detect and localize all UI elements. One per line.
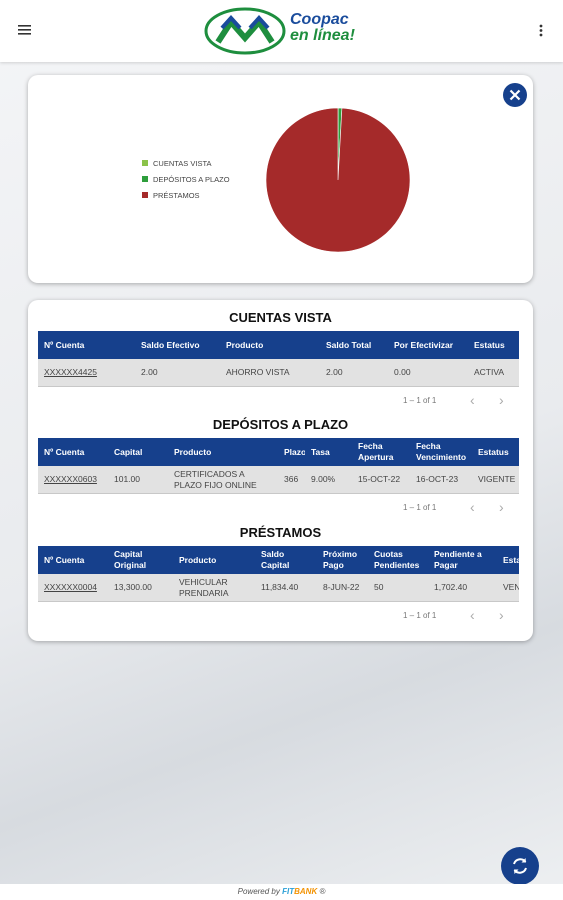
column-header: Cuotas Pendientes (374, 549, 420, 570)
logo-icon (204, 7, 286, 55)
table-header: Nº Cuenta Capital Producto Plazo Tasa Fecha A… (38, 438, 519, 466)
column-header: Saldo Capital (261, 549, 290, 570)
table-cell[interactable]: XXXXXX0004 (44, 582, 97, 592)
column-header: Por Efectivizar (394, 339, 454, 350)
table-cell[interactable]: XXXXXX0603 (44, 474, 97, 484)
more-button[interactable] (538, 24, 544, 38)
table-cell: 1,702.40 (434, 582, 468, 592)
table-cell: 366 (284, 474, 299, 484)
footer: Powered by FITBANK ® (0, 884, 563, 900)
column-header: Estatus (478, 446, 509, 457)
column-header: Estatus (503, 554, 519, 565)
column-header: Capital Original (114, 549, 147, 570)
table-cell: VENCIDO (503, 582, 519, 592)
column-header: Pendiente a Pagar (434, 549, 482, 570)
table-cell: ACTIVA (474, 367, 505, 377)
column-header: Tasa (311, 446, 330, 457)
next-page: › (499, 392, 504, 408)
next-page: › (499, 607, 504, 623)
table-cell: 16-OCT-23 (416, 474, 459, 484)
next-page: › (499, 499, 504, 515)
refresh-button[interactable] (500, 846, 540, 886)
table-cell: 9.00% (311, 474, 336, 484)
pie-chart: CUENTAS VISTA DEPÓSITOS A PLAZO PRÉSTAMOS (142, 107, 411, 253)
chart-card: CUENTAS VISTA DEPÓSITOS A PLAZO PRÉSTAMOS (28, 75, 533, 283)
menu-button[interactable] (18, 24, 32, 36)
column-header: Fecha Vencimiento (416, 441, 467, 462)
table-cell: 0.00 (394, 367, 411, 377)
table-cell: AHORRO VISTA (226, 367, 290, 377)
table-cell: 101.00 (114, 474, 140, 484)
column-header: Saldo Efectivo (141, 339, 200, 350)
legend-label: PRÉSTAMOS (153, 191, 200, 200)
table-cell: 2.00 (141, 367, 158, 377)
pagination-label: 1 – 1 of 1 (403, 503, 437, 512)
table-cell: 13,300.00 (114, 582, 152, 592)
pie-slice (265, 107, 411, 253)
table-cell: VEHICULAR PRENDARIA (179, 576, 229, 598)
column-header: Plazo (284, 446, 305, 457)
table-row: XXXXXX0603 101.00 CERTIFICADOS A PLAZO FIJ… (38, 466, 519, 494)
table-cell: 2.00 (326, 367, 343, 377)
column-header: Nº Cuenta (44, 339, 85, 350)
table: Nº Cuenta Capital Producto Plazo Tasa Fecha A… (38, 438, 519, 494)
column-header: Estatus (474, 339, 505, 350)
column-header: Fecha Apertura (358, 441, 394, 462)
column-header: Producto (226, 339, 264, 350)
table-cell: VIGENTE (478, 474, 516, 484)
footer-text: ® (319, 887, 326, 896)
legend-swatch (142, 160, 148, 166)
accounts-card: CUENTAS VISTA Nº Cuenta Saldo Efectivo Prod… (28, 300, 533, 641)
table: Nº Cuenta Saldo Efectivo Producto Saldo Tot… (38, 331, 519, 387)
footer-text: Powered by (237, 887, 280, 896)
column-header: Capital (114, 446, 143, 457)
brand: FIT (282, 887, 295, 896)
table: Nº Cuenta Capital Original Producto Saldo C… (38, 546, 519, 602)
table-cell[interactable]: XXXXXX4425 (44, 367, 97, 377)
brand: BANK (294, 887, 318, 896)
column-header: Producto (179, 554, 217, 565)
legend-label: CUENTAS VISTA (153, 159, 211, 168)
pagination-label: 1 – 1 of 1 (403, 611, 437, 620)
table-cell: 50 (374, 582, 384, 592)
prev-page: ‹ (470, 607, 475, 623)
table-cell: CERTIFICADOS A PLAZO FIJO ONLINE (174, 468, 257, 490)
pagination-label: 1 – 1 of 1 (403, 396, 437, 405)
close-button[interactable] (502, 82, 528, 108)
table-cell: 11,834.40 (261, 582, 299, 592)
top-bar: Coopac en línea! (0, 0, 563, 62)
section-title: DEPÓSITOS A PLAZO (212, 417, 349, 432)
column-header: Nº Cuenta (44, 554, 85, 565)
table-cell: 8-JUN-22 (323, 582, 360, 592)
legend-swatch (142, 176, 148, 182)
table-cell: 15-OCT-22 (358, 474, 401, 484)
legend-label: DEPÓSITOS A PLAZO (153, 175, 230, 184)
section-title: PRÉSTAMOS (239, 525, 322, 540)
logo-text: en línea! (290, 27, 355, 44)
section-title: CUENTAS VISTA (229, 310, 332, 325)
table-row: XXXXXX4425 2.00 AHORRO VISTA 2.00 0.00 ACTIVA (38, 359, 519, 387)
logo-text: Coopac (290, 11, 349, 28)
table-row: XXXXXX0004 13,300.00 VEHICULAR PRENDARIA 11… (38, 574, 519, 602)
prev-page: ‹ (470, 499, 475, 515)
column-header: Saldo Total (326, 339, 372, 350)
legend-swatch (142, 192, 148, 198)
column-header: Nº Cuenta (44, 446, 85, 457)
table-header: Nº Cuenta Saldo Efectivo Producto Saldo Tot… (38, 331, 519, 359)
prev-page: ‹ (470, 392, 475, 408)
column-header: Próximo Pago (323, 549, 358, 570)
column-header: Producto (174, 446, 212, 457)
table-header: Nº Cuenta Capital Original Producto Saldo C… (38, 546, 519, 574)
